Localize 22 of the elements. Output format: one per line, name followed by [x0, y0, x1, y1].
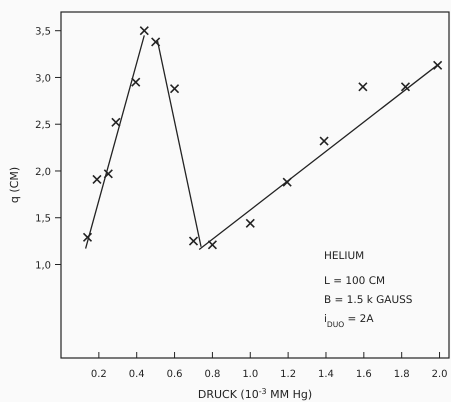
y-tick-label: 3,0 — [35, 73, 51, 84]
x-tick-label: 0.6 — [166, 369, 183, 380]
x-tick-label: 1.8 — [394, 369, 410, 380]
y-tick-label: 2,5 — [35, 120, 51, 132]
x-axis-title: DRUCK (10$^{-3}$ MM Hg) — [198, 386, 312, 401]
x-tick-label: 1.0 — [242, 369, 258, 380]
y-tick-label: 2,0 — [35, 166, 51, 178]
y-tick-label: 1,0 — [35, 260, 51, 272]
x-tick-label: 2.0 — [432, 369, 448, 380]
annotation: HELIUM — [324, 250, 364, 262]
y-tick-label: 3,5 — [35, 26, 51, 38]
y-tick-label: 1,5 — [35, 214, 51, 225]
x-tick-label: 0.8 — [204, 369, 220, 380]
annotation: B = 1.5 k GAUSS — [324, 294, 413, 306]
y-axis-title: q (CM) — [8, 166, 21, 204]
x-tick-label: 0.2 — [90, 369, 107, 380]
x-tick-label: 0.4 — [128, 369, 145, 380]
annotation: i$_{DUO}$ = 2A — [324, 313, 374, 328]
x-tick-label: 1.4 — [318, 369, 334, 380]
annotation: L = 100 CM — [324, 275, 386, 287]
x-tick-label: 1.6 — [356, 369, 372, 380]
x-tick-label: 1.2 — [280, 369, 296, 380]
